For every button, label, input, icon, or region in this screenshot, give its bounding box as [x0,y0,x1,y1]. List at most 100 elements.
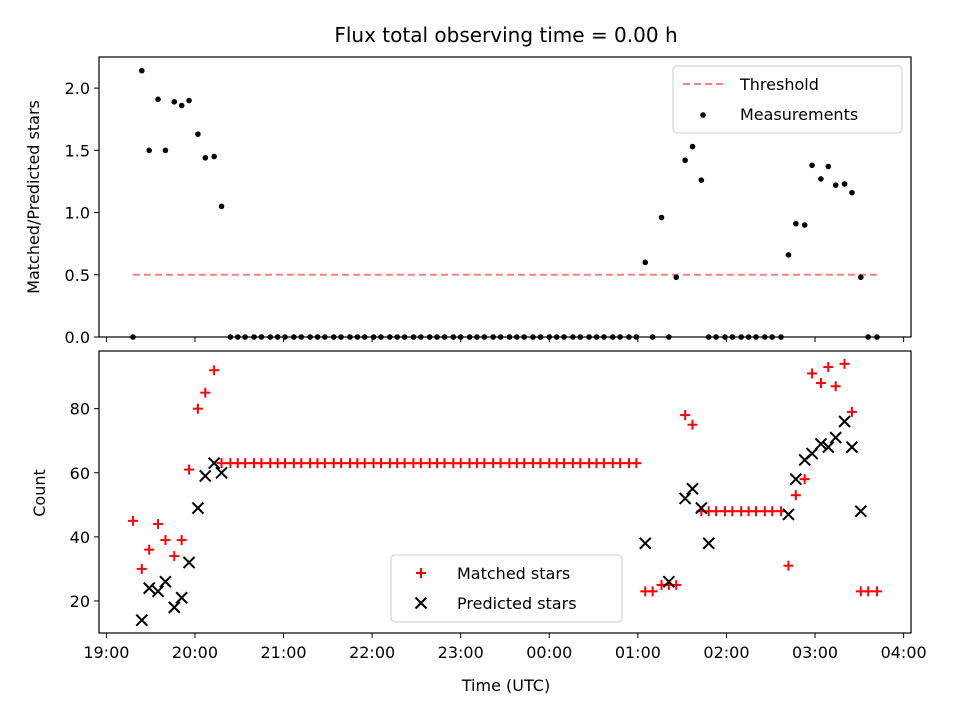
x-tick-label: 02:00 [703,643,749,662]
matched-star-marker [209,365,220,376]
matched-star-marker [790,490,801,501]
x-tick-label: 00:00 [526,643,572,662]
measurement-point [849,189,855,196]
measurement-point [155,96,161,103]
matched-star-marker [872,586,883,597]
predicted-star-marker [182,556,196,569]
matched-star-marker [727,506,738,517]
bottom-legend-box [390,554,623,623]
matched-star-marker [144,544,155,555]
matched-star-marker [336,458,347,469]
matched-star-marker [839,358,850,369]
matched-star-marker [359,458,370,469]
matched-star-marker [399,458,410,469]
predicted-star-marker [789,472,803,486]
top-panel: 0.0 0.5 1.0 1.5 2.0 Threshold Measurements [65,56,912,347]
measurement-point [841,181,848,187]
measurement-point [642,259,649,266]
measurement-point [689,143,696,150]
bottom-y-tick-label: 80 [70,400,90,419]
predicted-star-marker [639,537,652,550]
predicted-star-marker [159,575,172,588]
matched-star-marker [479,458,490,469]
matched-star-marker [256,458,267,469]
measurement-point [682,157,688,164]
x-tick-label: 19:00 [83,643,129,662]
measurement-point [139,67,145,74]
matched-star-marker [815,378,826,389]
predicted-star-marker [191,501,205,515]
predicted-star-marker [199,469,212,483]
predicted-star-marker [215,466,228,479]
top-y-tick-label: 0.5 [65,266,90,285]
matched-star-marker [519,458,530,469]
measurement-point [832,182,839,188]
measurement-point [146,147,152,154]
legend-matched-label: Matched stars [457,564,570,583]
matched-star-marker [767,506,778,517]
matched-star-marker [846,406,857,417]
x-tick-label: 21:00 [260,643,306,662]
matched-star-marker [375,458,386,469]
matched-star-marker [192,403,203,414]
matched-star-marker [823,362,834,373]
matched-star-marker [615,458,626,469]
bottom-y-tick-label: 60 [70,464,90,483]
measurement-point [218,203,225,210]
legend-predicted-swatch [414,596,428,610]
measurement-point [809,162,815,169]
matched-star-marker [863,586,874,597]
x-tick-label: 20:00 [172,643,218,662]
matched-star-marker [296,458,307,469]
legend-predicted-label: Predicted stars [457,594,577,613]
matched-star-marker [783,560,794,571]
legend-measurements-swatch [700,112,706,118]
measurement-point [793,220,799,227]
matched-star-marker [559,458,570,469]
matched-star-marker [830,381,841,392]
measurement-point [785,252,792,258]
matched-star-marker [169,551,180,562]
x-tick-label: 03:00 [792,643,838,662]
top-legend: Threshold Measurements [672,65,903,134]
measurement-point [202,155,209,161]
x-tick-label: 01:00 [615,643,661,662]
matched-star-marker [495,458,506,469]
x-tick-label: 23:00 [438,643,484,662]
matched-star-marker [216,458,227,469]
matched-star-marker [575,458,586,469]
chart-title: Flux total observing time = 0.00 h [334,23,677,47]
matched-star-marker [200,387,211,398]
measurement-point [858,274,864,281]
measurement-point [211,153,217,160]
top-y-tick-label: 2.0 [65,79,90,98]
predicted-star-marker [135,613,149,627]
predicted-star-marker [838,415,851,428]
predicted-star-marker [175,591,188,604]
predicted-star-marker [695,501,708,515]
top-y-tick-label: 0.0 [65,328,90,347]
measurement-point [195,131,201,137]
top-y-axis-label: Matched/Predicted stars [24,100,43,294]
predicted-star-marker [829,431,842,444]
measurement-point [825,163,832,170]
x-axis-label: Time (UTC) [461,676,550,695]
measurement-point [698,177,705,183]
matched-star-marker [535,458,546,469]
measurement-point [186,97,192,104]
matched-star-marker [598,458,609,469]
bottom-y-tick-label: 40 [70,528,90,547]
predicted-star-marker [686,482,699,496]
legend-matched-swatch [416,568,426,578]
matched-star-marker [631,458,642,469]
top-legend-box [672,65,903,134]
matched-star-marker [455,458,466,469]
matched-star-marker [153,519,164,530]
matched-star-marker [750,506,761,517]
measurement-point [801,222,808,228]
measurement-point [171,99,178,105]
bottom-panel: 19:00 20:00 21:00 22:00 23:00 00:00 01:00 02:00… [70,350,927,662]
measurement-point [818,176,824,182]
predicted-star-marker [805,447,819,460]
predicted-star-marker [702,537,715,550]
